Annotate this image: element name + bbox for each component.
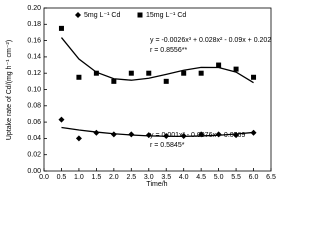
x-tick-label: 6.5: [266, 174, 276, 181]
y-tick-label: 0.00: [27, 168, 41, 175]
x-tick-label: 1.5: [92, 174, 102, 181]
data-point: [110, 131, 117, 138]
annotation: r = 0.8556**: [150, 47, 187, 54]
y-axis-label: Uptake rate of Cd/(mg h⁻¹ cm⁻²): [6, 40, 13, 140]
y-tick-label: 0.18: [27, 21, 41, 28]
x-tick-label: 0.5: [57, 174, 67, 181]
chart: Time/h Uptake rate of Cd/(mg h⁻¹ cm⁻²) y…: [6, 5, 276, 188]
y-tick-label: 0.16: [27, 37, 41, 44]
y-tick-label: 0.02: [27, 152, 41, 159]
data-point: [58, 25, 64, 31]
data-point: [233, 132, 240, 139]
y-tick-label: 0.04: [27, 135, 41, 142]
data-point: [145, 132, 152, 139]
data-point: [180, 132, 187, 139]
data-point: [251, 74, 257, 80]
data-point: [233, 66, 239, 72]
data-point: [198, 131, 205, 138]
legend-marker: [137, 12, 143, 18]
data-point: [111, 78, 117, 84]
x-tick-label: 0.0: [39, 174, 49, 181]
x-tick-label: 2.5: [126, 174, 136, 181]
data-point: [93, 129, 100, 136]
data-point: [215, 131, 222, 138]
x-tick-label: 1.0: [74, 174, 84, 181]
legend-label: 5mg L⁻¹ Cd: [84, 12, 120, 19]
data-point: [128, 70, 134, 76]
data-point: [75, 135, 82, 142]
data-point: [163, 78, 169, 84]
y-tick-label: 0.14: [27, 54, 41, 61]
x-tick-label: 5.0: [214, 174, 224, 181]
data-point: [93, 70, 99, 76]
x-tick-label: 6.0: [249, 174, 259, 181]
annotation: y = 0.001x² - 0.0076x + 0.0569: [150, 132, 245, 139]
data-point: [146, 70, 152, 76]
x-tick-label: 4.0: [179, 174, 189, 181]
x-tick-label: 3.5: [161, 174, 171, 181]
fit-curve: [61, 126, 254, 138]
x-tick-label: 5.5: [231, 174, 241, 181]
page: Time/h Uptake rate of Cd/(mg h⁻¹ cm⁻²) y…: [5, 4, 276, 188]
y-tick-label: 0.10: [27, 86, 41, 93]
y-tick-label: 0.08: [27, 103, 41, 110]
legend-marker: [75, 12, 81, 18]
data-point: [163, 132, 170, 139]
x-tick-label: 4.5: [196, 174, 206, 181]
annotation: r = 0.5845*: [150, 142, 185, 149]
y-tick-label: 0.20: [27, 5, 41, 12]
legend-label: 15mg L⁻¹ Cd: [146, 12, 186, 19]
data-point: [128, 131, 135, 138]
data-point: [181, 70, 187, 76]
x-axis-label: Time/h: [146, 181, 167, 188]
data-point: [198, 70, 204, 76]
data-point: [58, 116, 65, 123]
x-tick-label: 2.0: [109, 174, 119, 181]
fit-curve: [60, 37, 254, 84]
data-point: [250, 129, 257, 136]
x-tick-label: 3.0: [144, 174, 154, 181]
y-tick-label: 0.12: [27, 70, 41, 77]
annotation: y = -0.0026x³ + 0.028x² - 0.09x + 0.202: [150, 37, 271, 44]
y-tick-label: 0.06: [27, 119, 41, 126]
data-point: [76, 74, 82, 80]
data-point: [216, 62, 222, 68]
